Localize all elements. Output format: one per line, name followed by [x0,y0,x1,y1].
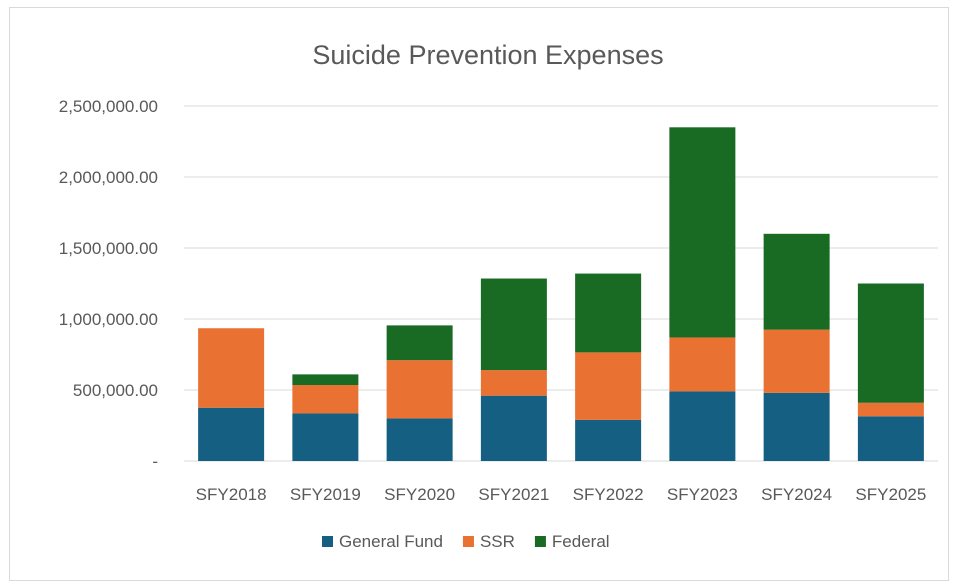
legend-swatch [322,536,333,547]
y-tick-label: 2,500,000.00 [59,97,158,116]
x-tick-label: SFY2018 [196,485,267,504]
bar-segment [292,385,359,414]
x-tick-label: SFY2025 [855,485,926,504]
bar-segment [292,374,359,386]
bar-segment [575,352,642,420]
y-axis-ticks: - 500,000.00 1,000,000.00 1,500,000.00 2,000… [59,97,158,471]
x-axis-ticks: SFY2018 SFY2019 SFY2020 SFY2021 SFY2022 SFY20… [196,485,927,504]
bar-segment [857,283,924,403]
bar-segment [480,278,547,371]
y-tick-label: 1,500,000.00 [59,239,158,258]
legend: General Fund SSR Federal [322,532,610,551]
bar-segment [763,233,830,330]
y-tick-label: 2,000,000.00 [59,168,158,187]
bar-segment [669,391,736,461]
legend-swatch [534,536,546,547]
bar-segment [763,329,830,393]
bar-segment [386,325,453,361]
legend-label: Federal [552,532,610,551]
bar-segment [763,392,830,461]
bar-segment [857,402,924,417]
bar-segment [198,407,265,461]
legend-label: General Fund [339,532,443,551]
bar-segment [292,413,359,461]
x-tick-label: SFY2021 [478,485,549,504]
bar-segment [386,360,453,419]
x-tick-label: SFY2019 [290,485,361,504]
x-tick-label: SFY2024 [761,485,832,504]
bar-segment [575,419,642,461]
bar-segment [386,418,453,461]
bar-segment [857,416,924,461]
x-tick-label: SFY2023 [667,485,738,504]
y-tick-label: 1,000,000.00 [59,310,158,329]
bar-segment [198,328,265,408]
y-tick-label: - [152,452,158,471]
chart-title: Suicide Prevention Expenses [312,40,663,70]
y-tick-label: 500,000.00 [73,381,158,400]
bar-segment [480,395,547,461]
bar-segment [575,273,642,353]
bars [198,127,924,461]
bar-segment [480,370,547,396]
x-tick-label: SFY2022 [573,485,644,504]
x-tick-label: SFY2020 [384,485,455,504]
bar-segment [669,337,736,392]
legend-swatch [462,536,474,547]
bar-segment [669,127,736,338]
legend-label: SSR [480,532,515,551]
